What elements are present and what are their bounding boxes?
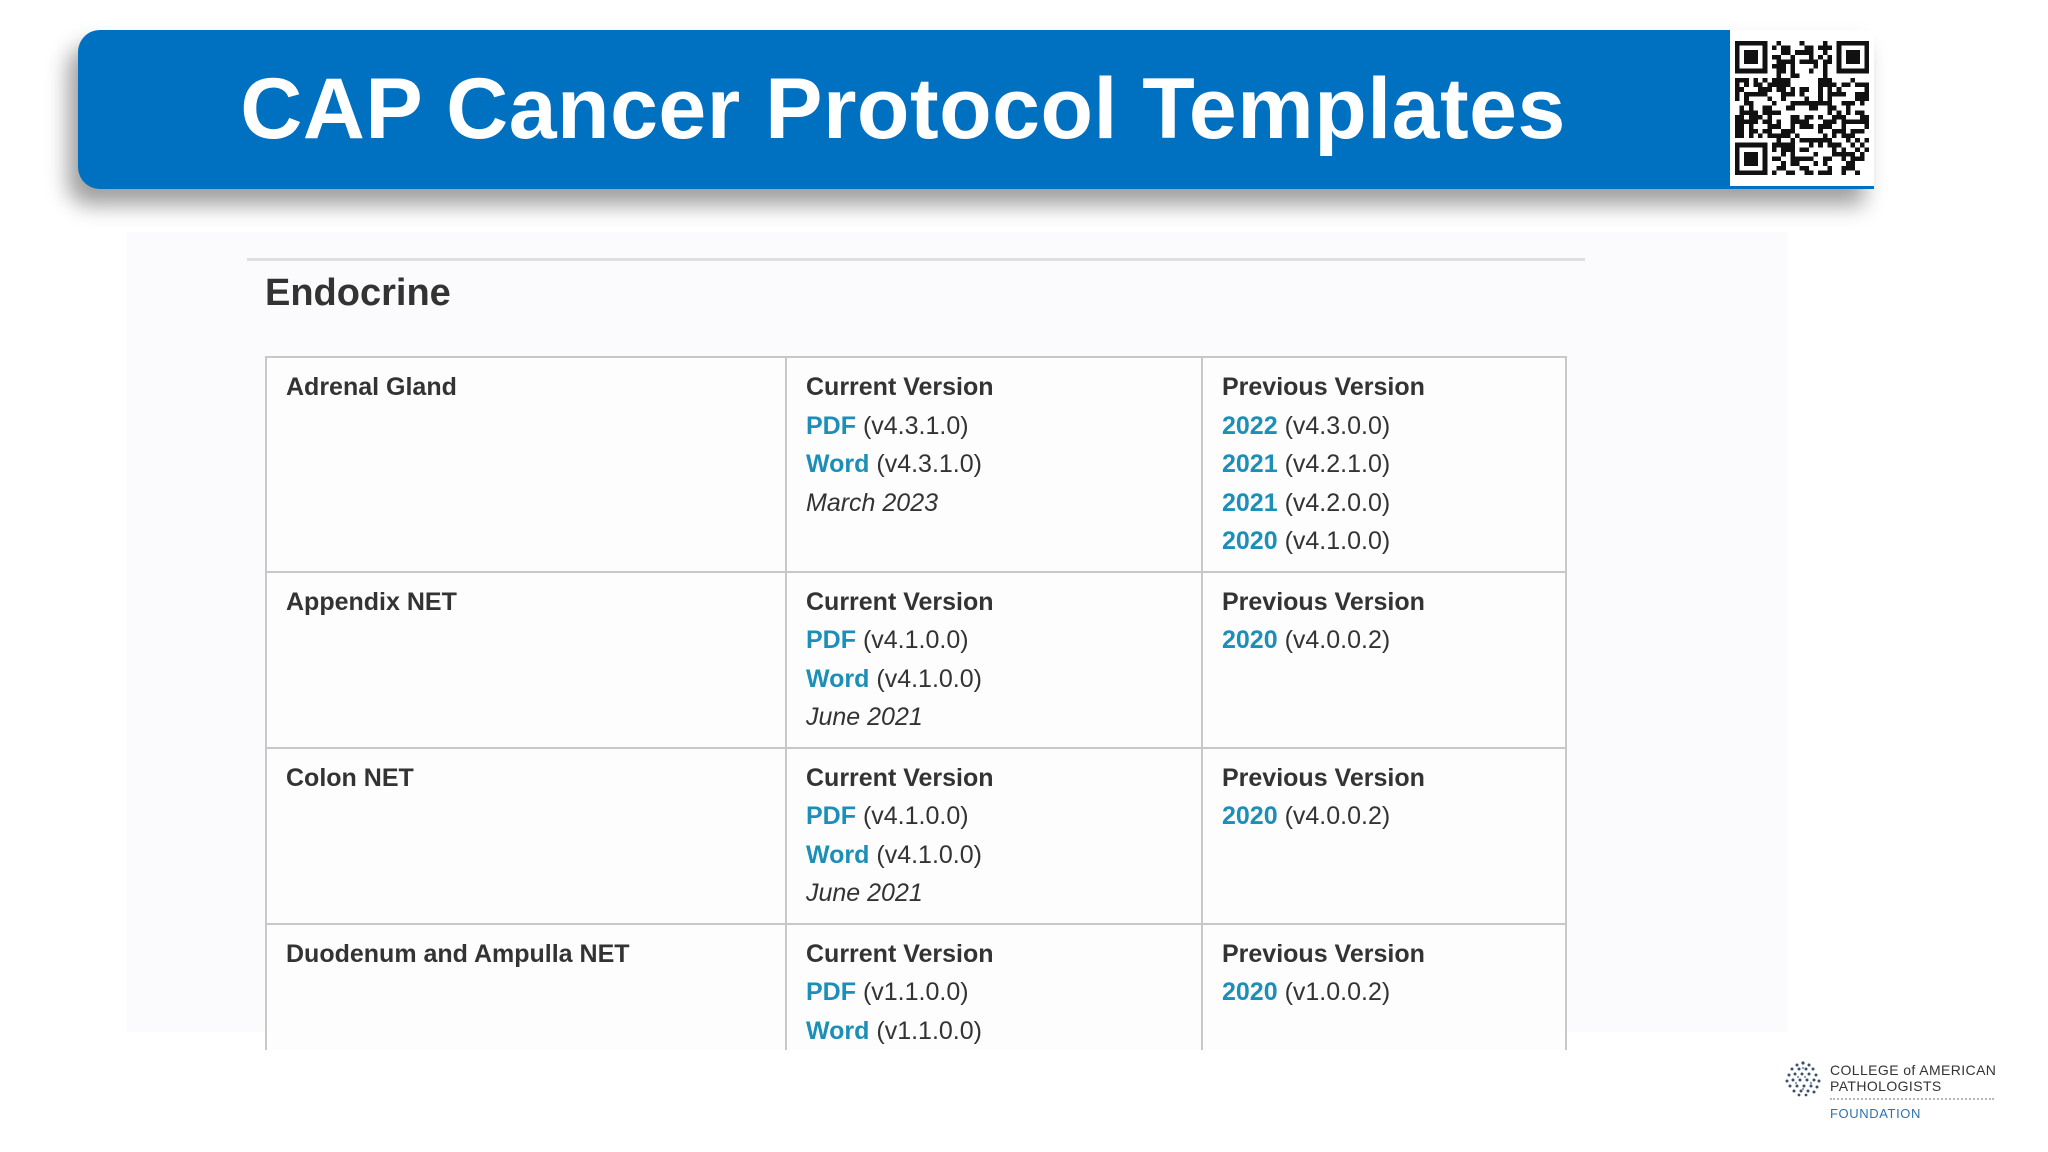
current-version-cell: Current Version PDF (v4.3.1.0) Word (v4.…: [785, 356, 1203, 573]
pdf-link[interactable]: PDF: [806, 802, 856, 830]
word-version: (v1.1.0.0): [876, 1016, 982, 1045]
pdf-version: (v1.1.0.0): [862, 978, 969, 1006]
pdf-link[interactable]: PDF: [806, 411, 856, 440]
previous-version-cell: Previous Version 2020 (v4.0.0.2): [1201, 746, 1567, 925]
previous-year-link[interactable]: 2021: [1222, 488, 1278, 517]
slide-title: CAP Cancer Protocol Templates: [240, 61, 1566, 157]
previous-version: (v4.3.0.0): [1284, 411, 1391, 440]
previous-version-heading: Previous Version: [1222, 373, 1425, 401]
logo-divider: [1830, 1098, 1994, 1100]
previous-version-heading: Previous Version: [1222, 939, 1425, 968]
previous-year-link[interactable]: 2020: [1222, 802, 1278, 830]
previous-version-cell: Previous Version 2022 (v4.3.0.0) 2021 (v…: [1201, 356, 1567, 573]
logo-text-line1: COLLEGE of AMERICAN: [1830, 1062, 1997, 1078]
release-date: June 2021: [806, 879, 923, 907]
previous-year-link[interactable]: 2020: [1222, 527, 1278, 555]
protocol-name-cell: Colon NET: [265, 746, 787, 925]
protocol-name: Adrenal Gland: [286, 373, 457, 401]
table-row: Adrenal Gland Current Version PDF (v4.3.…: [265, 356, 1567, 573]
previous-version: (v4.2.1.0): [1284, 450, 1391, 478]
previous-version-cell: Previous Version 2020 (v4.0.0.2): [1201, 570, 1567, 749]
previous-version: (v4.2.0.0): [1284, 488, 1391, 517]
table-row: Colon NET Current Version PDF (v4.1.0.0)…: [265, 746, 1567, 925]
previous-year-link[interactable]: 2020: [1222, 626, 1278, 654]
current-version-heading: Current Version: [806, 939, 994, 968]
pdf-version: (v4.1.0.0): [862, 802, 969, 830]
previous-version: (v4.1.0.0): [1284, 527, 1391, 555]
cap-dots-icon: [1785, 1061, 1821, 1097]
previous-year-link[interactable]: 2021: [1222, 450, 1278, 478]
word-version: (v4.1.0.0): [876, 840, 982, 869]
section-divider: [247, 258, 1585, 261]
word-version: (v4.1.0.0): [876, 664, 982, 693]
current-version-cell: Current Version PDF (v4.1.0.0) Word (v4.…: [785, 746, 1203, 925]
title-banner: CAP Cancer Protocol Templates: [78, 30, 1874, 189]
release-date: March 2023: [806, 488, 939, 517]
current-version-heading: Current Version: [806, 587, 994, 616]
release-date: June 2021: [806, 703, 923, 731]
previous-version-heading: Previous Version: [1222, 763, 1425, 792]
word-link[interactable]: Word: [806, 664, 870, 693]
pdf-link[interactable]: PDF: [806, 978, 856, 1006]
word-link[interactable]: Word: [806, 840, 870, 869]
qr-code-icon: [1735, 41, 1869, 175]
logo-text-line3: FOUNDATION: [1830, 1106, 1921, 1121]
word-link[interactable]: Word: [806, 450, 870, 478]
pdf-link[interactable]: PDF: [806, 626, 856, 654]
protocol-name-cell: Duodenum and Ampulla NET: [265, 922, 787, 1050]
word-link[interactable]: Word: [806, 1016, 870, 1045]
pdf-version: (v4.1.0.0): [862, 626, 969, 654]
cap-foundation-logo: COLLEGE of AMERICAN PATHOLOGISTS FOUNDAT…: [1784, 1058, 2004, 1122]
current-version-heading: Current Version: [806, 763, 994, 792]
protocol-name: Appendix NET: [286, 587, 457, 616]
previous-version: (v1.0.0.2): [1284, 978, 1391, 1006]
current-version-cell: Current Version PDF (v1.1.0.0) Word (v1.…: [785, 922, 1203, 1050]
protocol-name: Colon NET: [286, 763, 414, 792]
previous-version: (v4.0.0.2): [1284, 802, 1391, 830]
table-row: Duodenum and Ampulla NET Current Version…: [265, 922, 1567, 1050]
table-row: Appendix NET Current Version PDF (v4.1.0…: [265, 570, 1567, 749]
current-version-heading: Current Version: [806, 373, 994, 401]
protocol-name-cell: Adrenal Gland: [265, 356, 787, 573]
previous-version-heading: Previous Version: [1222, 587, 1425, 616]
previous-version: (v4.0.0.2): [1284, 626, 1391, 654]
protocol-table: Adrenal Gland Current Version PDF (v4.3.…: [265, 356, 1567, 1050]
protocol-name-cell: Appendix NET: [265, 570, 787, 749]
protocol-name: Duodenum and Ampulla NET: [286, 939, 630, 968]
previous-year-link[interactable]: 2020: [1222, 978, 1278, 1006]
section-title: Endocrine: [265, 272, 451, 314]
pdf-version: (v4.3.1.0): [862, 411, 969, 440]
previous-version-cell: Previous Version 2020 (v1.0.0.2): [1201, 922, 1567, 1050]
qr-code: [1730, 30, 1874, 186]
previous-year-link[interactable]: 2022: [1222, 411, 1278, 440]
logo-text-line2: PATHOLOGISTS: [1830, 1078, 1942, 1094]
current-version-cell: Current Version PDF (v4.1.0.0) Word (v4.…: [785, 570, 1203, 749]
word-version: (v4.3.1.0): [876, 450, 982, 478]
